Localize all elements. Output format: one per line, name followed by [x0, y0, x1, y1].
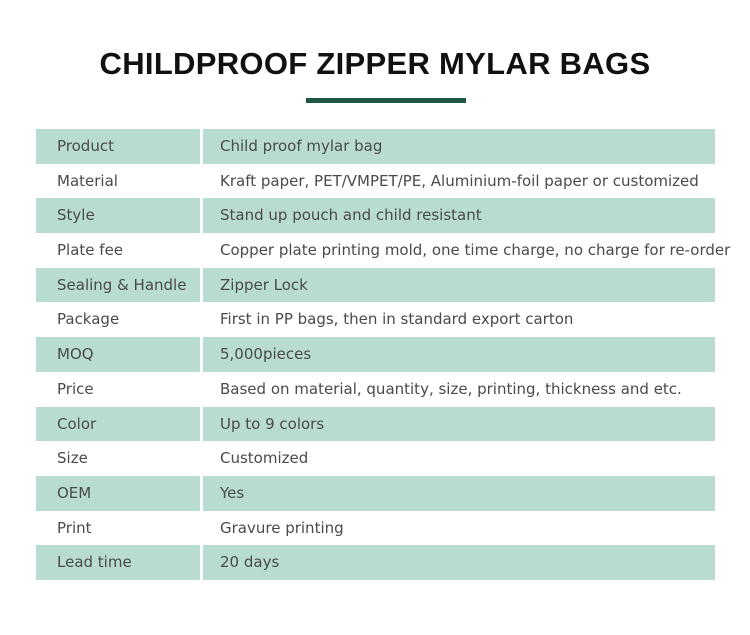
table-row: Sealing & Handle Zipper Lock: [36, 267, 715, 303]
column-divider: [200, 406, 203, 442]
row-value: 20 days: [220, 553, 280, 572]
row-label: Lead time: [57, 553, 132, 572]
title: CHILDPROOF ZIPPER MYLAR BAGS: [99, 46, 651, 81]
row-label: Price: [57, 379, 94, 398]
row-value: Gravure printing: [220, 518, 344, 537]
row-label: MOQ: [57, 345, 94, 364]
row-label: Print: [57, 518, 92, 537]
table-row: Color Up to 9 colors: [36, 406, 715, 442]
table-row: OEM Yes: [36, 475, 715, 511]
column-divider: [200, 475, 203, 511]
row-label: Plate fee: [57, 241, 124, 260]
row-label: OEM: [57, 483, 92, 502]
row-value: Yes: [220, 483, 245, 502]
column-divider: [200, 198, 203, 234]
row-value: Zipper Lock: [220, 275, 308, 294]
row-value: Customized: [220, 449, 309, 468]
row-value: Up to 9 colors: [220, 414, 325, 433]
row-label: Style: [57, 206, 95, 225]
row-value: Child proof mylar bag: [220, 137, 383, 155]
row-label: Package: [57, 310, 120, 329]
row-label: Material: [57, 171, 118, 190]
table-row: Price Based on material, quantity, size, …: [36, 372, 715, 407]
table-row: Style Stand up pouch and child resistant: [36, 198, 715, 234]
row-label: Size: [57, 449, 88, 468]
table-row: Lead time 20 days: [36, 545, 715, 580]
row-value: First in PP bags, then in standard expor…: [220, 310, 574, 329]
table-row: Product Child proof mylar bag: [36, 129, 715, 164]
row-value: 5,000pieces: [220, 345, 312, 364]
table-row: Print Gravure printing: [36, 511, 715, 546]
column-divider: [200, 129, 203, 164]
title-underline: [306, 98, 466, 103]
row-label: Product: [57, 137, 114, 155]
column-divider: [200, 337, 203, 372]
table-row: Package First in PP bags, then in standar…: [36, 302, 715, 337]
table-row: Material Kraft paper, PET/VMPET/PE, Alumi…: [36, 164, 715, 199]
table-row: Size Customized: [36, 441, 715, 476]
row-value: Copper plate printing mold, one time cha…: [220, 241, 731, 260]
row-label: Sealing & Handle: [57, 275, 187, 294]
row-value: Kraft paper, PET/VMPET/PE, Aluminium-foi…: [220, 171, 699, 190]
spec-table: Product Child proof mylar bag Material Kraf…: [36, 129, 730, 580]
row-label: Color: [57, 414, 97, 433]
row-value: Stand up pouch and child resistant: [220, 206, 482, 225]
column-divider: [200, 545, 203, 580]
column-divider: [200, 267, 203, 303]
table-row: Plate fee Copper plate printing mold, one…: [36, 233, 730, 268]
table-row: MOQ 5,000pieces: [36, 337, 715, 372]
row-value: Based on material, quantity, size, print…: [220, 379, 682, 398]
